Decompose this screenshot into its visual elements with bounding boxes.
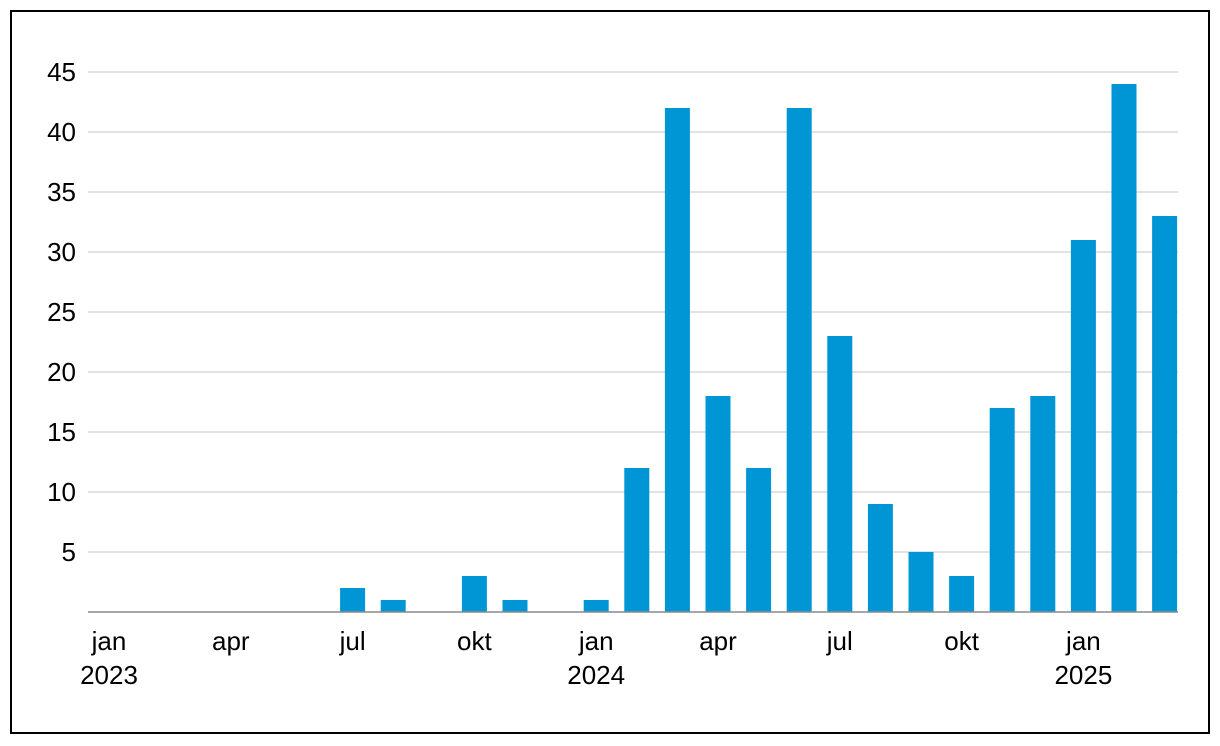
bar	[827, 336, 853, 612]
y-tick-label: 10	[47, 477, 76, 507]
y-tick-label: 35	[47, 177, 76, 207]
y-tick-label: 25	[47, 297, 76, 327]
x-tick-month: jan	[1065, 626, 1101, 656]
bar	[583, 600, 609, 612]
bar	[340, 588, 366, 612]
x-tick-month: jul	[339, 626, 366, 656]
bar	[461, 576, 487, 612]
bar	[1111, 84, 1137, 612]
bar	[746, 468, 772, 612]
y-tick-label: 20	[47, 357, 76, 387]
bar	[1030, 396, 1056, 612]
x-tick-month: okt	[944, 626, 979, 656]
x-tick-month: jan	[578, 626, 614, 656]
bar	[1152, 216, 1178, 612]
x-tick-year: 2023	[80, 660, 138, 690]
y-tick-label: 30	[47, 237, 76, 267]
y-tick-label: 40	[47, 117, 76, 147]
bar	[624, 468, 650, 612]
bars	[340, 84, 1178, 612]
y-tick-labels: 5 10 15 20 25 30 35 40 45	[47, 57, 76, 567]
x-tick-year: 2025	[1054, 660, 1112, 690]
bar	[502, 600, 528, 612]
y-tick-label: 15	[47, 417, 76, 447]
y-tick-label: 5	[62, 537, 76, 567]
bar	[908, 552, 934, 612]
x-tick-month: jul	[826, 626, 853, 656]
bar	[380, 600, 406, 612]
bar	[1070, 240, 1096, 612]
bar	[705, 396, 731, 612]
x-tick-year: 2024	[567, 660, 625, 690]
bar	[989, 408, 1015, 612]
bar	[867, 504, 893, 612]
bar	[664, 108, 690, 612]
x-tick-labels: jan 2023 apr jul okt jan 2024 apr jul okt jan 2025	[80, 626, 1112, 690]
bar	[786, 108, 812, 612]
x-tick-month: jan	[91, 626, 127, 656]
x-tick-month: apr	[212, 626, 250, 656]
y-tick-label: 45	[47, 57, 76, 87]
x-tick-month: okt	[457, 626, 492, 656]
bar	[949, 576, 975, 612]
x-tick-month: apr	[699, 626, 737, 656]
